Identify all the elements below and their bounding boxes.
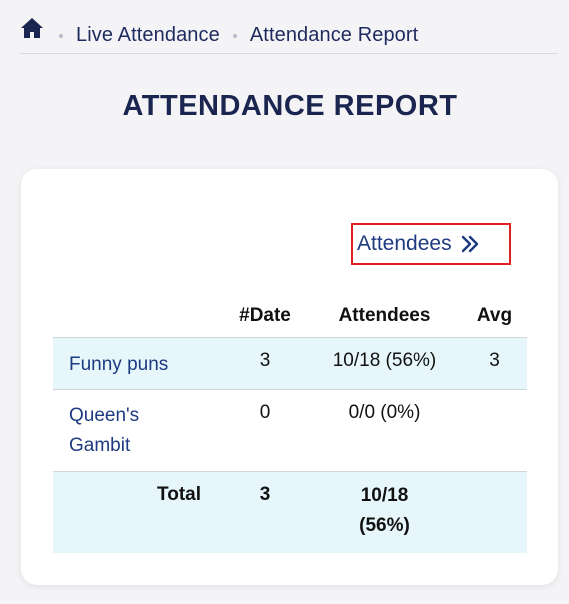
header-avg: Avg <box>476 304 513 326</box>
attendees-link[interactable]: Attendees <box>351 223 511 265</box>
session-link-queens-gambit[interactable]: Queen's Gambit <box>69 404 140 456</box>
double-chevron-right-icon <box>460 235 480 253</box>
row-attendees: 10/18 (56%) <box>307 336 462 390</box>
total-avg <box>462 470 527 553</box>
row-avg: 3 <box>462 336 527 390</box>
row-dates: 0 <box>223 389 307 471</box>
row-avg <box>462 389 527 471</box>
breadcrumb: Live Attendance Attendance Report <box>20 14 558 54</box>
row-name-cell: Queen's Gambit <box>53 389 223 471</box>
header-attendees: Attendees <box>338 304 431 326</box>
page-title: ATTENDANCE REPORT <box>122 90 458 122</box>
breadcrumb-separator <box>232 34 237 38</box>
attendees-link-label: Attendees <box>357 232 452 255</box>
home-icon[interactable] <box>20 17 46 43</box>
breadcrumb-separator <box>59 34 63 38</box>
table-total-row: Total 3 10/18 (56%) <box>53 470 527 553</box>
table-row: Queen's Gambit 0 0/0 (0%) <box>53 389 527 471</box>
session-link-funny-puns[interactable]: Funny puns <box>69 353 169 375</box>
report-card: Attendees #Date Attendees Avg <box>21 169 558 585</box>
row-dates: 3 <box>223 336 307 390</box>
table-row: Funny puns 3 10/18 (56%) 3 <box>53 336 527 390</box>
row-attendees: 0/0 (0%) <box>307 389 462 471</box>
total-attendees-cell: 10/18 (56%) <box>307 470 462 553</box>
breadcrumb-attendance-report: Attendance Report <box>249 24 419 46</box>
home-icon-glyph <box>21 18 43 38</box>
header-name <box>53 295 223 337</box>
total-dates: 3 <box>223 470 307 553</box>
breadcrumb-live-attendance[interactable]: Live Attendance <box>76 24 220 46</box>
row-name-cell: Funny puns <box>53 336 223 390</box>
total-attendees: 10/18 (56%) <box>359 484 410 536</box>
attendance-table: #Date Attendees Avg Funny puns 3 10/18 (… <box>53 295 527 553</box>
table-header-row: #Date Attendees Avg <box>53 295 527 337</box>
total-label: Total <box>53 470 223 553</box>
header-date-count: #Date <box>239 304 291 326</box>
